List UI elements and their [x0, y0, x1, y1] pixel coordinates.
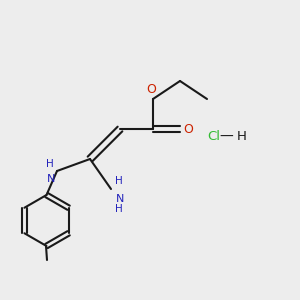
Text: H: H	[116, 204, 123, 214]
Text: H: H	[116, 176, 123, 186]
Text: H: H	[46, 159, 53, 169]
Text: H: H	[237, 130, 247, 143]
Text: O: O	[184, 122, 194, 136]
Text: Cl: Cl	[207, 130, 220, 143]
Text: N: N	[116, 194, 124, 204]
Text: O: O	[147, 83, 156, 96]
Text: N: N	[47, 174, 56, 184]
Text: —: —	[220, 130, 233, 143]
